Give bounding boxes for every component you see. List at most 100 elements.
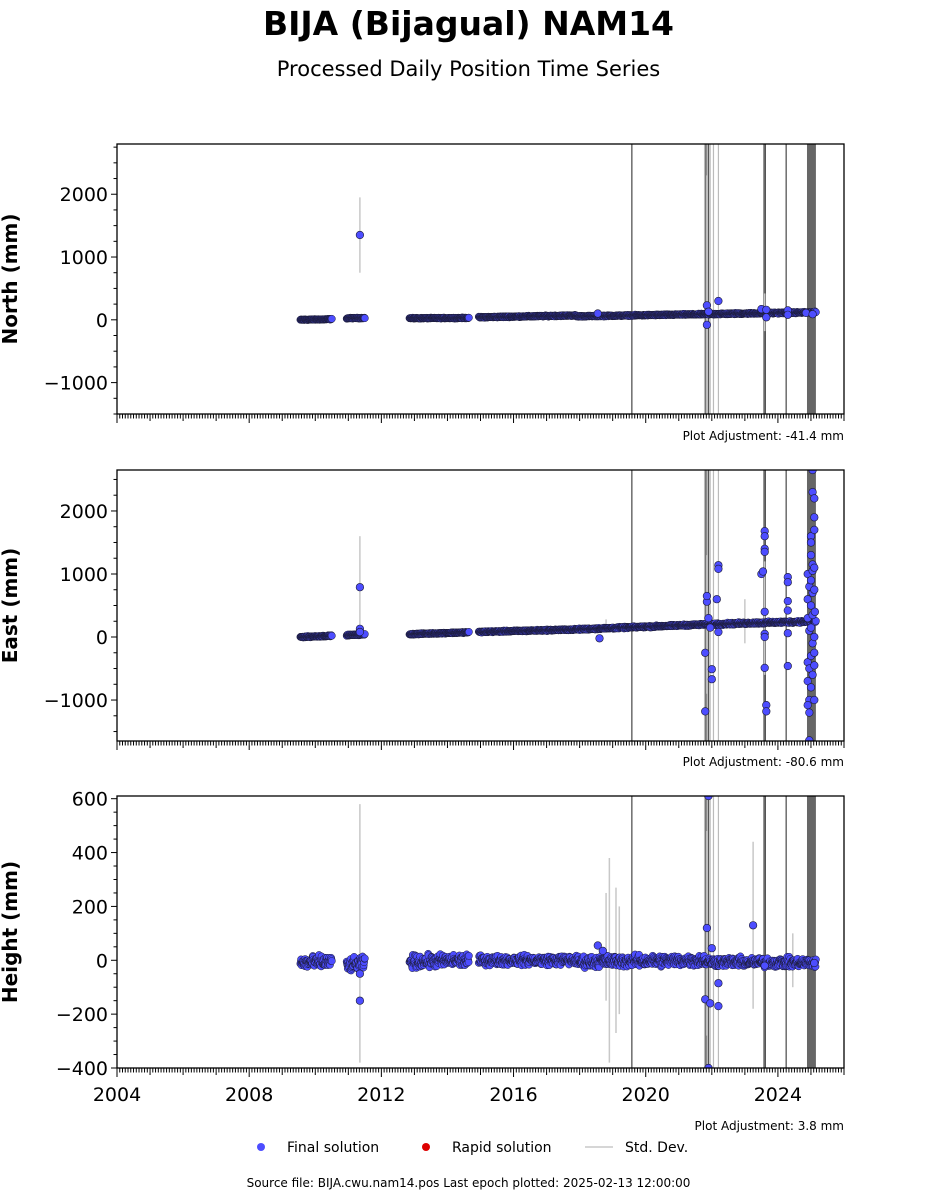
data-point: [810, 648, 819, 657]
data-point: [810, 513, 819, 522]
y-tick-label: 1000: [60, 564, 108, 586]
source-footer: Source file: BIJA.cwu.nam14.pos Last epo…: [246, 1176, 691, 1190]
data-point: [808, 310, 817, 319]
data-point: [783, 596, 792, 606]
panel-frame: [116, 795, 845, 1069]
data-point: [355, 627, 365, 637]
y-tick-label: −400: [56, 1058, 108, 1080]
data-point: [810, 494, 819, 503]
data-point: [707, 675, 716, 684]
y-tick-label: 200: [72, 896, 108, 918]
data-point: [355, 230, 365, 240]
data-point: [355, 996, 365, 1005]
panel-height: −400 −200 0 200 400 600 2004 2008 2012 2016 2020 20…: [0, 789, 845, 1133]
data-point: [704, 613, 713, 623]
plot-adjustment: Plot Adjustment: -80.6 mm: [683, 755, 844, 769]
data-point: [762, 305, 771, 314]
data-point: [465, 313, 473, 322]
data-point: [803, 700, 812, 710]
data-point: [714, 979, 723, 988]
data-point: [748, 921, 758, 930]
y-tick-label: 0: [96, 310, 108, 332]
data-point: [704, 307, 713, 316]
y-tick-label: 0: [96, 627, 108, 649]
y-tick-label: 2000: [60, 184, 108, 206]
panel-frame: [116, 469, 845, 742]
y-tick-label: 2000: [60, 501, 108, 523]
data-point: [760, 663, 769, 673]
data-point: [702, 591, 712, 601]
data-point: [806, 538, 816, 547]
data-point: [806, 683, 816, 692]
data-point: [760, 632, 769, 642]
data-point: [701, 648, 710, 657]
data-point: [701, 707, 710, 716]
data-point: [806, 576, 816, 585]
data-point: [783, 578, 792, 587]
data-point: [465, 951, 473, 960]
data-point: [806, 601, 816, 610]
legend-final-marker: [257, 1143, 265, 1151]
data-point: [760, 607, 769, 616]
data-point: [803, 595, 812, 604]
data-point: [355, 583, 365, 592]
plot-area: [296, 796, 820, 1068]
data-point: [714, 627, 723, 637]
data-point: [801, 308, 811, 318]
y-tick-label: 600: [72, 789, 108, 811]
data-point: [707, 665, 716, 674]
y-tick-label: 1000: [60, 247, 108, 269]
data-point: [714, 296, 723, 306]
x-tick-label: 2004: [93, 1084, 141, 1106]
y-axis-title: East (mm): [0, 548, 22, 664]
data-point: [783, 606, 792, 615]
data-point: [702, 923, 712, 933]
y-tick-label: −1000: [44, 373, 108, 395]
legend-std-label: Std. Dev.: [625, 1140, 688, 1156]
data-point: [593, 941, 602, 950]
data-point: [810, 607, 820, 616]
y-axis-title: Height (mm): [0, 861, 22, 1003]
data-point: [760, 961, 769, 970]
data-point: [783, 661, 792, 671]
data-point: [593, 309, 602, 318]
data-point: [760, 532, 769, 541]
data-point: [806, 623, 816, 632]
data-point: [360, 314, 369, 323]
y-tick-label: 400: [72, 843, 108, 865]
y-tick-label: −1000: [44, 690, 108, 712]
data-point: [762, 313, 771, 322]
legend-final-label: Final solution: [287, 1140, 379, 1156]
chart-subtitle: Processed Daily Position Time Series: [276, 57, 661, 81]
data-point: [464, 958, 473, 967]
data-point: [758, 567, 768, 576]
data-point: [706, 999, 715, 1008]
plot-area: [296, 470, 820, 741]
plot-area: [296, 144, 820, 414]
data-point: [805, 708, 814, 717]
data-point: [598, 946, 607, 956]
data-point: [714, 564, 723, 574]
panel-frame: [116, 143, 845, 415]
y-tick-label: 0: [96, 950, 108, 972]
plot-adjustment: Plot Adjustment: 3.8 mm: [695, 1119, 844, 1133]
x-tick-label: 2024: [754, 1084, 802, 1106]
data-point: [810, 585, 819, 594]
event-band: [806, 796, 816, 1068]
legend-rapid-marker: [422, 1143, 430, 1151]
data-point: [810, 525, 819, 535]
data-point: [465, 628, 473, 636]
plot-adjustment: Plot Adjustment: -41.4 mm: [683, 429, 844, 443]
x-tick-label: 2020: [622, 1084, 670, 1106]
data-point: [707, 944, 716, 953]
event-band: [806, 144, 816, 414]
y-axis-title: North (mm): [0, 213, 22, 344]
x-tick-label: 2012: [357, 1084, 405, 1106]
data-point: [803, 676, 812, 686]
data-point: [360, 954, 369, 963]
data-point: [712, 595, 721, 604]
legend-rapid-label: Rapid solution: [452, 1140, 552, 1156]
data-point: [806, 550, 816, 560]
